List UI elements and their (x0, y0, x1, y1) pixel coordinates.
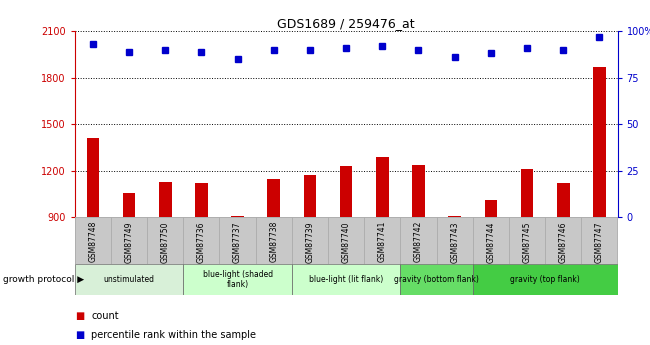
Text: GSM87745: GSM87745 (523, 221, 532, 263)
Bar (581, 217, 618, 264)
Bar (412, 165, 425, 217)
Bar (147, 217, 183, 264)
Bar (400, 264, 473, 295)
Text: GSM87744: GSM87744 (486, 221, 495, 263)
Bar (220, 217, 255, 264)
Bar (448, 216, 461, 217)
Bar (437, 217, 473, 264)
Text: GSM87747: GSM87747 (595, 221, 604, 263)
Bar (159, 181, 172, 217)
Bar (86, 138, 99, 217)
Text: GSM87740: GSM87740 (342, 221, 350, 263)
Bar (545, 217, 581, 264)
Bar (473, 264, 618, 295)
Bar (473, 217, 509, 264)
Text: GSM87736: GSM87736 (197, 221, 206, 263)
Text: GSM87739: GSM87739 (306, 221, 315, 263)
Text: GSM87737: GSM87737 (233, 221, 242, 263)
Text: GSM87741: GSM87741 (378, 221, 387, 263)
Bar (231, 216, 244, 217)
Bar (509, 217, 545, 264)
Text: GSM87742: GSM87742 (414, 221, 423, 263)
Text: GSM87743: GSM87743 (450, 221, 459, 263)
Bar (521, 169, 534, 217)
Text: ■: ■ (75, 330, 84, 339)
Bar (267, 179, 280, 217)
Text: ■: ■ (75, 311, 84, 321)
Bar (292, 217, 328, 264)
Bar (75, 217, 111, 264)
Text: percentile rank within the sample: percentile rank within the sample (91, 330, 256, 339)
Bar (557, 183, 569, 217)
Bar (328, 217, 364, 264)
Bar (183, 217, 220, 264)
Text: GSM87749: GSM87749 (125, 221, 133, 263)
Text: GSM87748: GSM87748 (88, 221, 98, 263)
Bar (364, 217, 400, 264)
Bar (340, 166, 352, 217)
Text: unstimulated: unstimulated (103, 275, 155, 284)
Text: GSM87746: GSM87746 (559, 221, 567, 263)
Text: blue-light (lit flank): blue-light (lit flank) (309, 275, 384, 284)
Text: GSM87738: GSM87738 (269, 221, 278, 263)
Bar (111, 217, 147, 264)
Text: growth protocol ▶: growth protocol ▶ (3, 275, 84, 284)
Bar (183, 264, 292, 295)
Bar (304, 175, 317, 217)
Bar (400, 217, 437, 264)
Text: gravity (bottom flank): gravity (bottom flank) (394, 275, 479, 284)
Text: count: count (91, 311, 119, 321)
Bar (484, 200, 497, 217)
Text: blue-light (shaded
flank): blue-light (shaded flank) (203, 270, 272, 289)
Text: GSM87750: GSM87750 (161, 221, 170, 263)
Bar (123, 193, 135, 217)
Bar (195, 183, 208, 217)
Bar (255, 217, 292, 264)
Title: GDS1689 / 259476_at: GDS1689 / 259476_at (278, 17, 415, 30)
Bar (376, 157, 389, 217)
Bar (593, 67, 606, 217)
Text: gravity (top flank): gravity (top flank) (510, 275, 580, 284)
Bar (292, 264, 400, 295)
Bar (75, 264, 183, 295)
